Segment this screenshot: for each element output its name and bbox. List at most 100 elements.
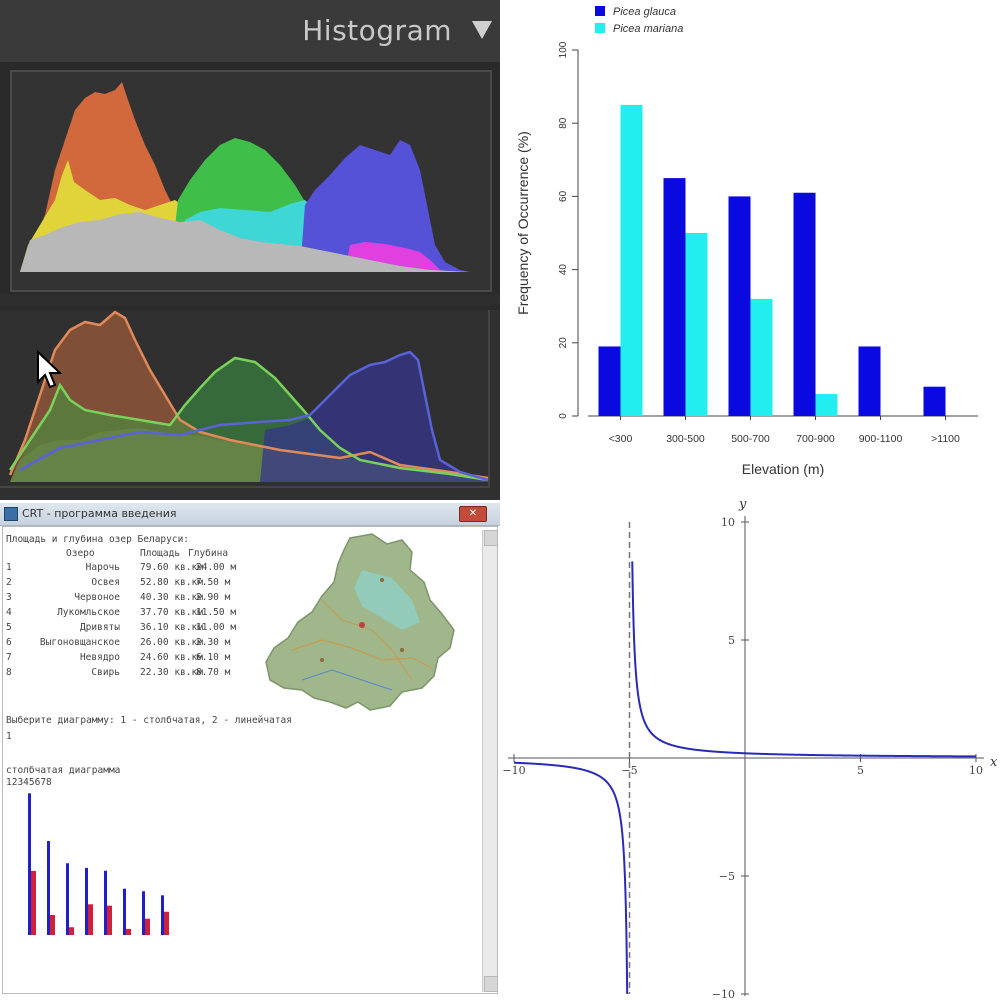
histogram-green-fill xyxy=(10,358,488,482)
histogram-gray-luminance xyxy=(20,212,470,272)
console-bar-depth-4 xyxy=(88,904,93,935)
y-tick-label: 100 xyxy=(558,41,569,58)
chart-bars xyxy=(598,104,946,417)
chart-axes: 0 20 40 60 80 100 xyxy=(558,41,978,420)
lake-name: Дривяты xyxy=(79,622,120,633)
bar-picea-mariana-0 xyxy=(620,104,643,417)
column-header-lake: Озеро xyxy=(66,548,95,559)
lake-area: 26.00 кв.км xyxy=(140,637,203,648)
console-bar-depth-5 xyxy=(107,905,112,935)
lake-depth: 2.30 м xyxy=(196,637,231,648)
window-titlebar[interactable]: CRT - программа введения ✕ xyxy=(0,503,500,526)
lake-name: Выгоновщанское xyxy=(39,637,120,648)
lake-area: 36.10 кв.км xyxy=(140,622,203,633)
console-bar-area-3 xyxy=(66,863,69,935)
console-bar-area-2 xyxy=(47,841,50,935)
console-bar-depth-3 xyxy=(69,927,74,935)
lake-area: 52.80 кв.км xyxy=(140,577,203,588)
console-bar-area-4 xyxy=(85,867,88,935)
x-axis-label: x xyxy=(990,755,998,770)
lake-area: 37.70 кв.км xyxy=(140,607,203,618)
vertical-scrollbar[interactable] xyxy=(482,530,498,992)
console-bar-depth-2 xyxy=(50,914,55,935)
x-tick-label: −5 xyxy=(621,764,637,777)
y-tick-label: 80 xyxy=(558,117,569,129)
histogram-divider xyxy=(0,294,500,306)
function-plot: x y −10 −5 5 10 10 5 −5 −10 xyxy=(500,500,1000,1000)
lake-name: Свирь xyxy=(91,667,120,678)
y-axis-label: y xyxy=(738,500,747,512)
legend-swatch xyxy=(595,6,605,16)
x-tick-label: 300-500 xyxy=(666,433,705,445)
function-plot-svg: x y −10 −5 5 10 10 5 −5 −10 xyxy=(502,500,998,1000)
chart-index-label: 12345678 xyxy=(6,777,52,788)
row-number: 2 xyxy=(6,577,12,588)
app-icon xyxy=(4,507,18,521)
y-tick-label: 60 xyxy=(558,190,569,202)
row-number: 1 xyxy=(6,562,12,573)
histogram-blue-fill xyxy=(260,352,488,482)
console-bar-depth-1 xyxy=(31,870,36,935)
close-button[interactable]: ✕ xyxy=(459,506,487,522)
y-tick-label: 0 xyxy=(558,413,569,419)
legend-swatch xyxy=(595,23,605,33)
console-input-value[interactable]: 1 xyxy=(6,731,12,742)
bar-picea-mariana-1 xyxy=(685,233,708,416)
lake-depth: 8.70 м xyxy=(196,667,231,678)
bar-picea-mariana-3 xyxy=(815,394,838,416)
console-bar-depth-8 xyxy=(164,911,169,935)
chart-legend: Picea glauca Picea mariana xyxy=(595,6,683,35)
y-tick-label: 10 xyxy=(721,516,735,529)
chart-caption: столбчатая диаграмма xyxy=(6,765,121,776)
bar-picea-glauca-4 xyxy=(858,346,881,416)
bar-picea-glauca-2 xyxy=(728,196,751,416)
window-title: CRT - программа введения xyxy=(22,507,177,520)
belarus-map-image xyxy=(265,533,455,711)
bar-picea-glauca-5 xyxy=(923,386,946,416)
console-bar-area-7 xyxy=(142,891,145,935)
console-bar-depth-7 xyxy=(145,918,150,935)
column-header-area: Площадь xyxy=(140,548,181,559)
curve-right-branch xyxy=(631,561,977,758)
curve-left-branch xyxy=(513,761,629,995)
lake-depth: 2.90 м xyxy=(196,592,231,603)
scroll-up-button[interactable] xyxy=(484,530,498,546)
histogram-panel: Histogram xyxy=(0,0,500,500)
lake-name: Освея xyxy=(91,577,120,588)
x-tick-label: 5 xyxy=(857,764,864,777)
x-tick-label: 900-1100 xyxy=(859,433,903,445)
console-bar-depth-6 xyxy=(126,928,131,935)
x-tick-label: <300 xyxy=(609,433,633,445)
column-header-depth: Глубина xyxy=(188,548,229,559)
bar-chart-svg: Picea glauca Picea mariana 0 20 40 60 80 100 F… xyxy=(515,6,978,477)
histogram-header: Histogram xyxy=(0,0,500,62)
lake-name: Лукомльское xyxy=(57,607,120,618)
histogram-blue-channel xyxy=(300,140,470,272)
x-tick-label: 700-900 xyxy=(796,433,835,445)
histogram-graph-bottom xyxy=(0,310,500,500)
crt-program-window: CRT - программа введения ✕ Площадь и глу… xyxy=(0,500,500,1000)
lake-area: 22.30 кв.км xyxy=(140,667,203,678)
y-tick-label: −10 xyxy=(712,988,735,1000)
lake-area: 24.60 кв.км xyxy=(140,652,203,663)
lake-area: 40.30 кв.км xyxy=(140,592,203,603)
legend-label: Picea glauca xyxy=(613,6,676,18)
y-tick-label: 40 xyxy=(558,264,569,276)
scroll-down-button[interactable] xyxy=(484,976,498,992)
histogram-title: Histogram xyxy=(302,14,452,47)
lake-name: Нарочь xyxy=(85,562,120,573)
collapse-triangle-icon[interactable] xyxy=(472,21,492,39)
histogram-bottom-svg xyxy=(8,310,489,482)
y-tick-label: −5 xyxy=(719,870,735,883)
row-number: 5 xyxy=(6,622,12,633)
y-axis-label: Frequency of Occurrence (%) xyxy=(515,131,531,315)
elevation-bar-chart: Picea glauca Picea mariana 0 20 40 60 80 100 F… xyxy=(500,0,1000,500)
lake-depth: 24.00 м xyxy=(196,562,237,573)
lake-depth: 11.00 м xyxy=(196,622,237,633)
y-tick-label: 20 xyxy=(558,337,569,349)
chart-labels: Frequency of Occurrence (%) <300 300-500 50… xyxy=(515,131,960,477)
bar-picea-mariana-2 xyxy=(750,298,773,416)
console-bar-area-1 xyxy=(28,793,31,935)
y-tick-label: 5 xyxy=(728,634,735,647)
x-tick-label: −10 xyxy=(502,764,525,777)
